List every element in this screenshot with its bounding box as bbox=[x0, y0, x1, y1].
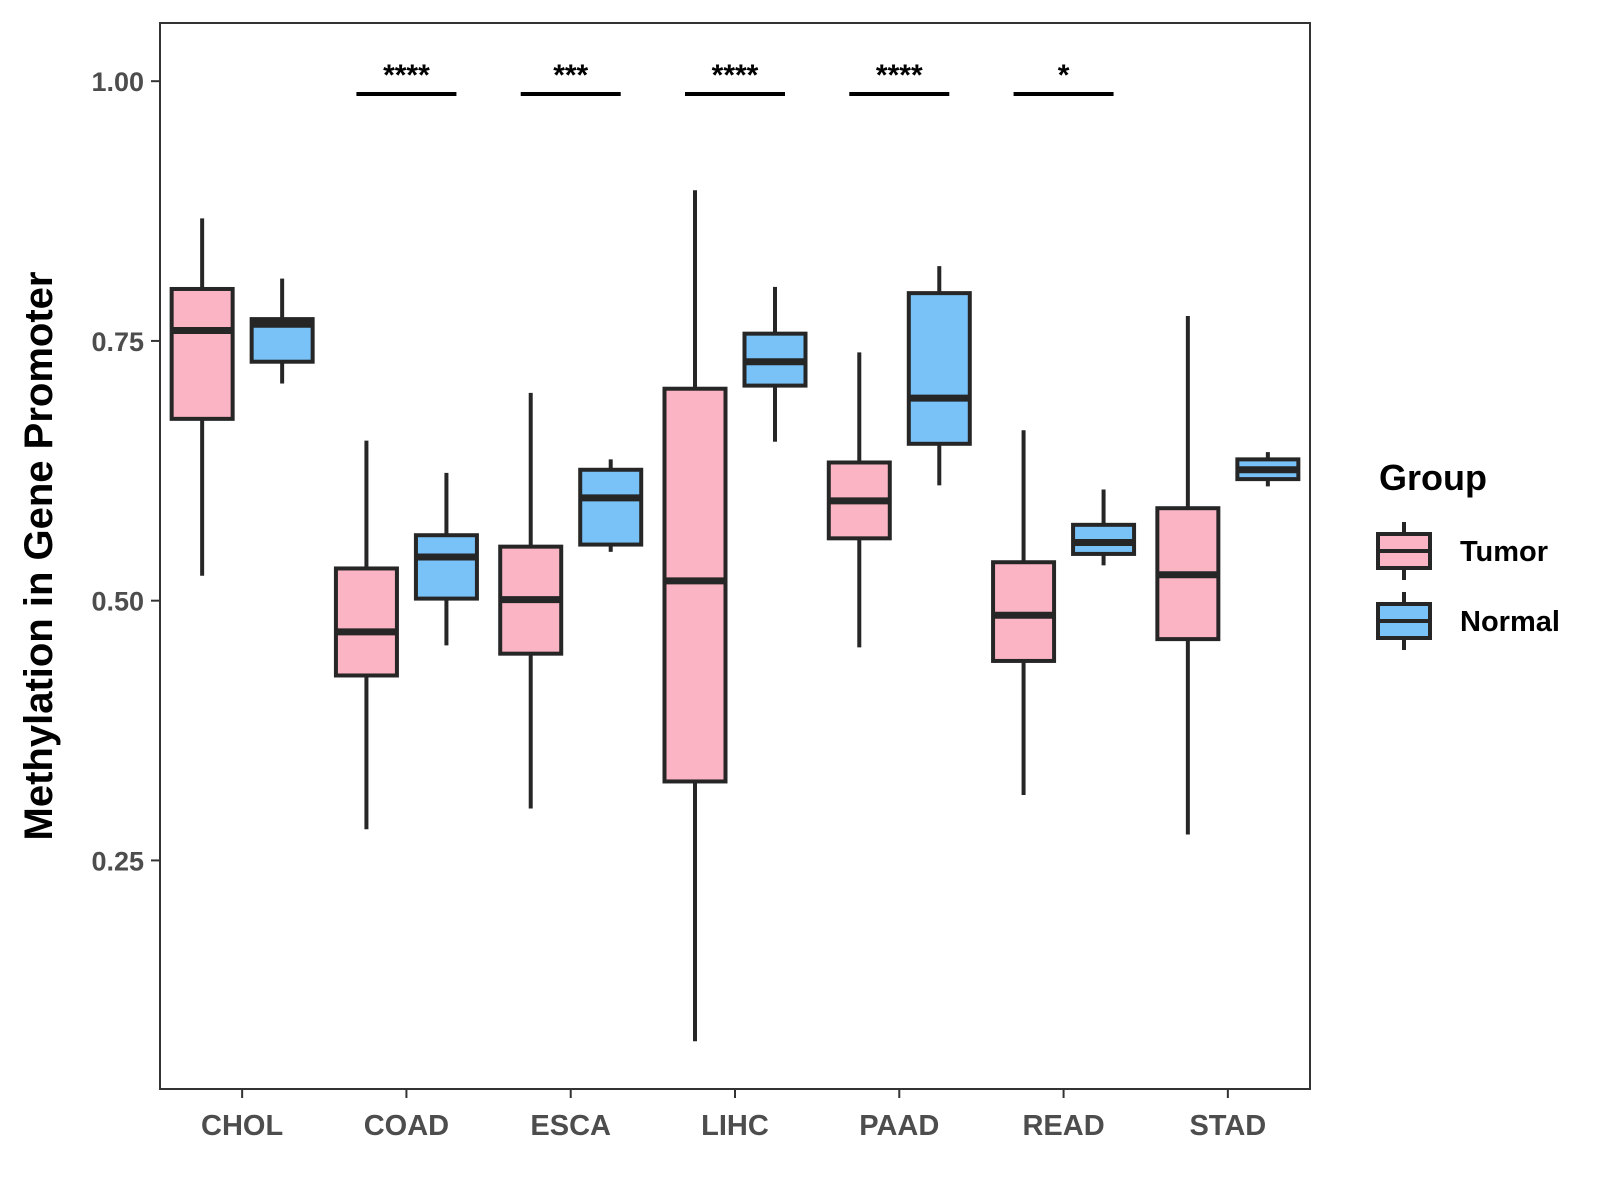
legend-title: Group bbox=[1379, 457, 1487, 498]
legend-item-normal: Normal bbox=[1376, 592, 1560, 650]
y-tick-label: 0.25 bbox=[91, 846, 144, 876]
box-normal-esca bbox=[578, 459, 644, 552]
iqr-box bbox=[991, 560, 1057, 663]
legend-item-tumor: Tumor bbox=[1376, 522, 1548, 580]
iqr-box bbox=[333, 566, 399, 678]
x-tick-label: STAD bbox=[1189, 1110, 1266, 1142]
x-tick-label: ESCA bbox=[530, 1110, 611, 1142]
box-tumor-chol bbox=[169, 218, 235, 576]
box-tumor-paad bbox=[826, 352, 892, 648]
box-tumor-read bbox=[991, 430, 1057, 795]
iqr-box bbox=[413, 533, 479, 601]
plot-panel-border bbox=[159, 22, 1311, 1090]
significance-label: * bbox=[1058, 59, 1070, 92]
x-tick-label: CHOL bbox=[201, 1110, 283, 1142]
x-axis-ticks: CHOL COAD ESCA LIHC PAAD READ STAD bbox=[201, 1089, 1266, 1142]
box-normal-coad bbox=[413, 472, 479, 646]
significance-label: **** bbox=[383, 59, 430, 92]
iqr-box bbox=[169, 286, 235, 421]
box-normal-lihc bbox=[742, 286, 808, 442]
box-tumor-coad bbox=[333, 440, 399, 830]
y-tick-label: 1.00 bbox=[91, 67, 144, 97]
y-tick-label: 0.75 bbox=[91, 327, 144, 357]
box-series bbox=[169, 190, 1301, 1042]
x-tick-label: PAAD bbox=[859, 1110, 939, 1142]
box-tumor-esca bbox=[498, 392, 564, 809]
box-tumor-stad bbox=[1155, 315, 1221, 835]
box-normal-paad bbox=[906, 266, 972, 486]
significance-label: *** bbox=[553, 59, 588, 92]
y-axis-title: Methylation in Gene Promoter bbox=[17, 272, 61, 841]
y-axis-ticks: 0.25 0.50 0.75 1.00 bbox=[91, 67, 160, 876]
legend-label: Normal bbox=[1460, 606, 1560, 638]
legend: Group Tumor Normal bbox=[1376, 457, 1560, 650]
box-normal-read bbox=[1071, 489, 1137, 566]
x-tick-label: READ bbox=[1022, 1110, 1104, 1142]
significance-label: **** bbox=[876, 59, 923, 92]
iqr-box bbox=[578, 467, 644, 547]
significance-label: **** bbox=[712, 59, 759, 92]
x-tick-label: LIHC bbox=[701, 1110, 769, 1142]
iqr-box bbox=[906, 291, 972, 446]
iqr-box bbox=[662, 386, 728, 784]
legend-label: Tumor bbox=[1460, 536, 1548, 568]
significance-annotations: **** *** **** **** * bbox=[356, 59, 1114, 96]
box-normal-stad bbox=[1235, 452, 1301, 487]
box-normal-chol bbox=[249, 278, 315, 384]
box-tumor-lihc bbox=[662, 190, 728, 1042]
x-tick-label: COAD bbox=[364, 1110, 449, 1142]
y-tick-label: 0.50 bbox=[91, 587, 144, 617]
